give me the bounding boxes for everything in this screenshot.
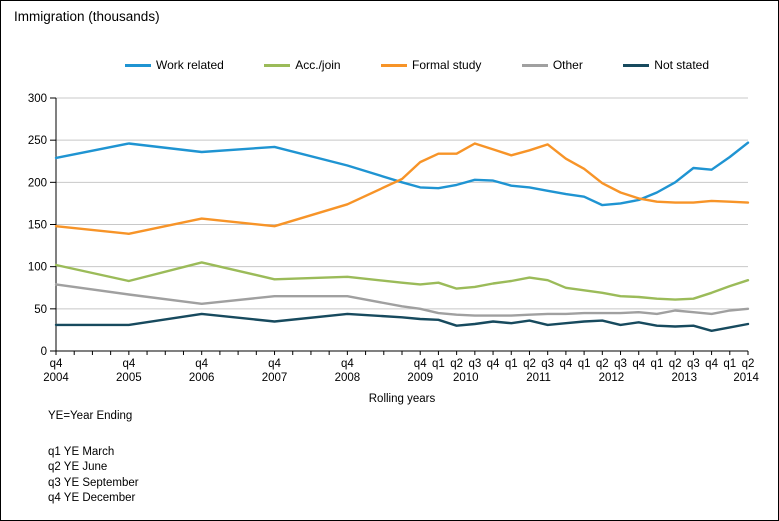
x-tick-label-quarter: q2: [523, 358, 536, 370]
legend-item-work-related: Work related: [125, 58, 224, 72]
series-line-acc-join: [54, 261, 750, 301]
y-tick-label: 200: [28, 177, 47, 189]
x-tick-label-quarter: q1: [432, 358, 445, 370]
legend-label-formal-study: Formal study: [412, 58, 482, 72]
x-tick-label-quarter: q2: [450, 358, 463, 370]
x-tick-label-year: 2005: [116, 372, 142, 384]
legend-label-not-stated: Not stated: [654, 58, 709, 72]
legend-swatch-other: [521, 63, 548, 67]
x-tick-label-quarter: q2: [596, 358, 609, 370]
x-tick-label-quarter: q4: [705, 358, 718, 370]
x-tick-label-year: 2007: [262, 372, 288, 384]
x-tick-label-year: 2011: [526, 372, 551, 384]
legend-swatch-not-stated: [623, 63, 650, 67]
x-tick-label-quarter: q4: [122, 358, 135, 370]
x-tick-label-quarter: q4: [632, 358, 645, 370]
legend-item-not-stated: Not stated: [623, 58, 709, 72]
series-line-not-stated: [54, 312, 750, 332]
x-tick-label-quarter: q4: [414, 358, 427, 370]
chart-title: Immigration (thousands): [14, 9, 160, 24]
y-tick-label: 300: [28, 93, 47, 105]
legend-label-acc-join: Acc./join: [295, 58, 341, 72]
x-axis-title: Rolling years: [368, 393, 436, 405]
footnote-quarter: q1 YE March: [48, 446, 115, 458]
legend: Work related Acc./join Formal study Other No…: [125, 58, 709, 72]
footnote-quarter: q2 YE June: [48, 461, 108, 474]
legend-item-acc-join: Acc./join: [264, 58, 341, 72]
footnote-quarter: q4 YE December: [48, 491, 136, 504]
y-tick-label: 150: [28, 220, 47, 232]
x-tick-label-quarter: q3: [541, 358, 554, 370]
x-tick-label-year: 2004: [43, 372, 69, 384]
series-line-formal-study: [54, 142, 750, 236]
x-tick-label-quarter: q1: [578, 358, 591, 370]
y-tick-label: 0: [41, 346, 47, 358]
legend-swatch-acc-join: [264, 63, 291, 67]
legend-item-formal-study: Formal study: [381, 58, 481, 72]
x-tick-label-quarter: q1: [723, 358, 736, 370]
x-tick-label-quarter: q4: [559, 358, 572, 370]
y-tick-label: 250: [28, 135, 47, 147]
series-line-work-related: [54, 141, 750, 207]
footnote-quarter-list: q1 YE March q2 YE June q3 YE September q…: [48, 445, 139, 506]
footnote-quarter: q3 YE September: [48, 476, 139, 489]
x-tick-label-quarter: q1: [651, 358, 664, 370]
legend-label-work-related: Work related: [156, 58, 224, 72]
x-tick-label-year: 2006: [189, 372, 215, 384]
series-line-other: [54, 283, 750, 317]
x-tick-label-quarter: q2: [669, 358, 682, 370]
x-tick-label-year: 2012: [599, 372, 625, 384]
x-tick-label-year: 2009: [407, 372, 433, 384]
x-tick-label-quarter: q4: [268, 358, 281, 370]
y-tick-label: 100: [28, 262, 47, 274]
x-tick-label-year: 2013: [671, 372, 697, 384]
x-tick-label-quarter: q4: [50, 358, 63, 370]
x-tick-label-quarter: q3: [468, 358, 481, 370]
y-tick-label: 50: [34, 304, 47, 316]
x-tick-label-quarter: q2: [742, 358, 755, 370]
legend-swatch-formal-study: [381, 63, 408, 67]
legend-swatch-work-related: [125, 63, 151, 67]
x-tick-label-quarter: q4: [341, 358, 354, 370]
x-tick-label-year: 2014: [733, 372, 759, 384]
x-tick-label-quarter: q3: [614, 358, 627, 370]
legend-label-other: Other: [552, 58, 583, 72]
x-tick-label-quarter: q4: [487, 358, 500, 370]
x-tick-label-quarter: q3: [687, 358, 700, 370]
footnote-definition: YE=Year Ending: [48, 410, 133, 422]
legend-item-other: Other: [521, 58, 583, 72]
x-tick-label-year: 2008: [335, 372, 361, 384]
x-tick-label-year: 2010: [453, 372, 479, 384]
x-tick-label-quarter: q1: [505, 358, 518, 370]
x-tick-label-quarter: q4: [195, 358, 208, 370]
